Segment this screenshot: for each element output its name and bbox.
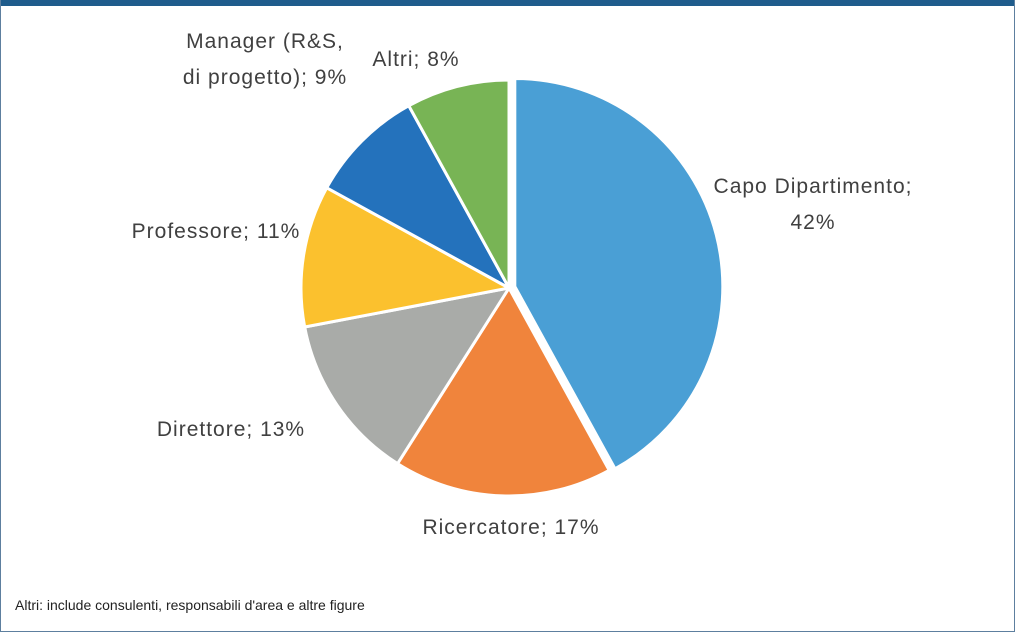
slice-value: 42% [790,211,836,234]
slice-name: Altri; [372,48,421,71]
slice-name: Capo Dipartimento; [713,175,913,198]
slice-name: Professore; [131,220,251,243]
pie-slice [395,285,612,498]
data-label: Altri; 8% [331,42,501,78]
pie-slice [406,78,511,289]
pie-slice [324,103,513,292]
slice-value: 11% [256,220,301,243]
pie-slice [302,285,513,466]
slice-name: Manager (R&S, di progetto); [182,30,344,89]
data-label: Manager (R&S, di progetto); 9% [176,24,354,96]
slice-value: 13% [260,418,306,441]
slice-name: Ricercatore; [422,516,548,539]
pie-slice [513,77,725,471]
data-label: Capo Dipartimento; 42% [713,169,913,241]
footnote: Altri: include consulenti, responsabili … [15,597,365,613]
data-label: Ricercatore; 17% [421,510,601,546]
data-label: Professore; 11% [131,214,301,250]
top-bar [1,0,1014,6]
slice-value: 9% [314,66,348,89]
data-label: Direttore; 13% [101,412,361,448]
slice-value: 17% [554,516,600,539]
pie-slice [299,185,514,329]
slice-name: Direttore; [156,418,254,441]
slice-value: 8% [427,48,460,71]
